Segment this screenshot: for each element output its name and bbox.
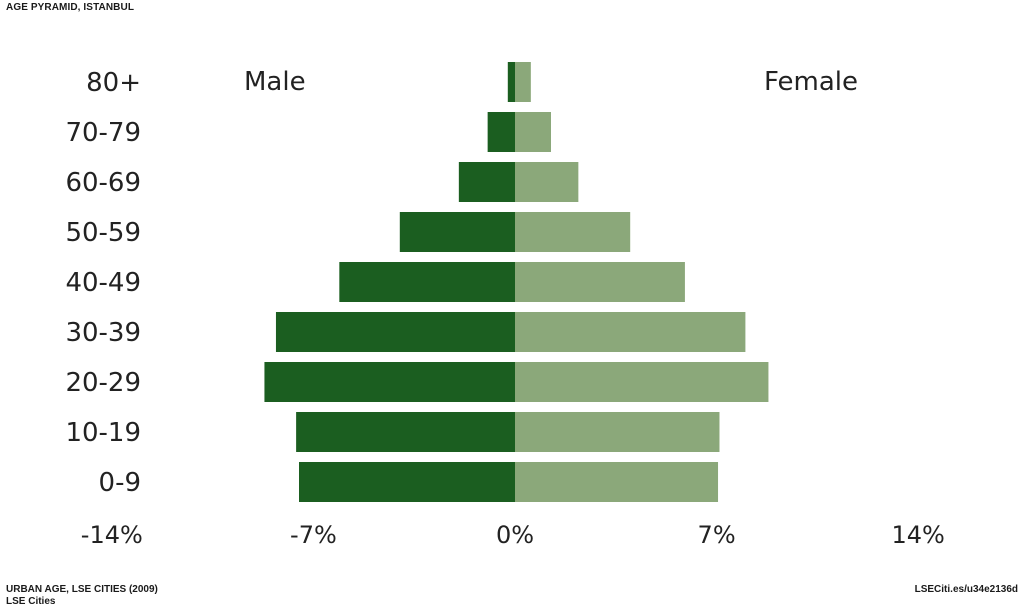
x-tick-label: -14% bbox=[81, 521, 143, 549]
x-tick-label: 0% bbox=[496, 521, 534, 549]
category-label: 0-9 bbox=[99, 468, 141, 498]
x-tick-label: 14% bbox=[892, 521, 945, 549]
source-credit: URBAN AGE, LSE CITIES (2009) LSE Cities bbox=[6, 584, 158, 608]
source-line-2: LSE Cities bbox=[6, 596, 56, 607]
bar-male-30-39 bbox=[275, 312, 515, 352]
category-label: 50-59 bbox=[65, 218, 141, 248]
category-label: 80+ bbox=[86, 68, 141, 98]
bar-male-50-59 bbox=[399, 212, 515, 252]
bar-female-40-49 bbox=[515, 262, 685, 302]
category-label: 20-29 bbox=[65, 368, 141, 398]
bar-male-10-19 bbox=[296, 412, 515, 452]
x-tick-label: 7% bbox=[698, 521, 736, 549]
chart-title: AGE PYRAMID, ISTANBUL bbox=[6, 2, 135, 13]
x-tick-label: -7% bbox=[290, 521, 337, 549]
bar-female-30-39 bbox=[515, 312, 746, 352]
category-label: 70-79 bbox=[65, 118, 141, 148]
bar-female-0-9 bbox=[515, 462, 719, 502]
bar-female-10-19 bbox=[515, 412, 720, 452]
bar-male-40-49 bbox=[339, 262, 515, 302]
source-line-1: URBAN AGE, LSE CITIES (2009) bbox=[6, 584, 158, 595]
short-link: LSECiti.es/u34e2136d bbox=[914, 584, 1018, 595]
bar-male-20-29 bbox=[264, 362, 515, 402]
bar-female-50-59 bbox=[515, 212, 631, 252]
category-label: 10-19 bbox=[65, 418, 141, 448]
category-label: 40-49 bbox=[65, 268, 141, 298]
bar-female-70-79 bbox=[515, 112, 551, 152]
category-label: 60-69 bbox=[65, 168, 141, 198]
legend-female-label: Female bbox=[764, 67, 858, 97]
age-pyramid-chart: 80+ 70-79 60-69 50-59 40-49 30-39 20-29 10-19 0-… bbox=[65, 62, 945, 549]
x-tick-labels: -14% -7% 0% 7% 14% bbox=[81, 521, 945, 549]
bar-male-70-79 bbox=[487, 112, 515, 152]
bar-female-80+ bbox=[515, 62, 531, 102]
bar-female-20-29 bbox=[515, 362, 769, 402]
bar-male-60-69 bbox=[458, 162, 515, 202]
bar-male-80+ bbox=[507, 62, 515, 102]
category-label: 30-39 bbox=[65, 318, 141, 348]
bar-male-0-9 bbox=[299, 462, 515, 502]
category-labels: 80+ 70-79 60-69 50-59 40-49 30-39 20-29 10-19 0-… bbox=[65, 68, 141, 498]
legend-male-label: Male bbox=[244, 67, 306, 97]
bar-female-60-69 bbox=[515, 162, 579, 202]
bars-group bbox=[264, 62, 769, 502]
